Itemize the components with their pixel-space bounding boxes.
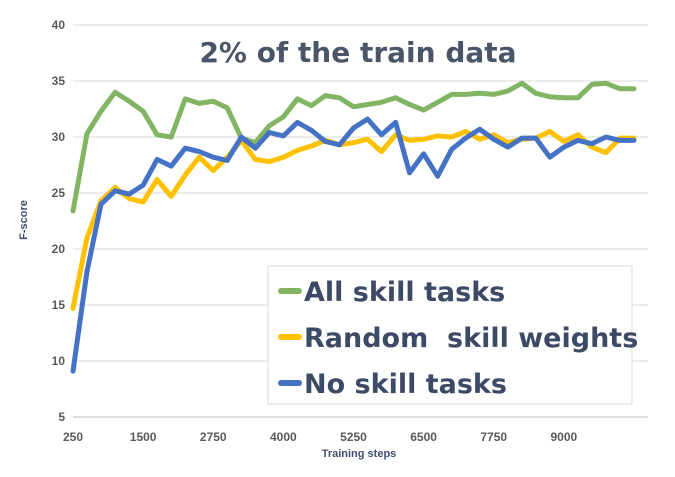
x-tick-label: 250: [63, 430, 83, 444]
y-tick-label: 20: [52, 242, 66, 256]
legend-label-no-skill-tasks: No skill tasks: [304, 369, 507, 400]
x-tick-label: 9000: [551, 430, 578, 444]
series-lines: [70, 80, 637, 374]
series-line-no-skill-tasks: [70, 116, 637, 374]
y-tick-label: 10: [52, 354, 66, 368]
y-tick-label: 25: [52, 186, 66, 200]
x-axis-title: Training steps: [322, 448, 397, 460]
x-tick-label: 5250: [340, 430, 367, 444]
y-axis-title: F-score: [18, 200, 30, 240]
legend: All skill tasks Random skill weights No sk…: [267, 265, 638, 405]
y-tick-label: 30: [52, 130, 66, 144]
y-tick-label: 5: [58, 410, 65, 424]
x-tick-label: 1500: [130, 430, 157, 444]
legend-box: [267, 265, 633, 405]
x-axis-tick-labels: 250 1500 2750 4000 5250 6500 7750 9000: [63, 430, 578, 444]
x-tick-label: 6500: [410, 430, 437, 444]
y-axis-tick-labels: 5 10 15 20 25 30 35 40: [52, 18, 66, 424]
y-tick-label: 15: [52, 298, 66, 312]
legend-label-random-skill-weights: Random skill weights: [304, 323, 638, 354]
x-tick-label: 4000: [270, 430, 297, 444]
y-tick-label: 35: [52, 74, 66, 88]
y-tick-label: 40: [52, 18, 66, 32]
x-tick-label: 2750: [200, 430, 227, 444]
series-line-all-skill-tasks: [70, 80, 637, 214]
series-line-random-skill-weights: [70, 128, 637, 311]
legend-label-all-skill-tasks: All skill tasks: [304, 277, 505, 308]
legend-items: All skill tasks Random skill weights No sk…: [278, 277, 638, 400]
x-tick-label: 7750: [480, 430, 507, 444]
chart-title: 2% of the train data: [199, 36, 516, 69]
